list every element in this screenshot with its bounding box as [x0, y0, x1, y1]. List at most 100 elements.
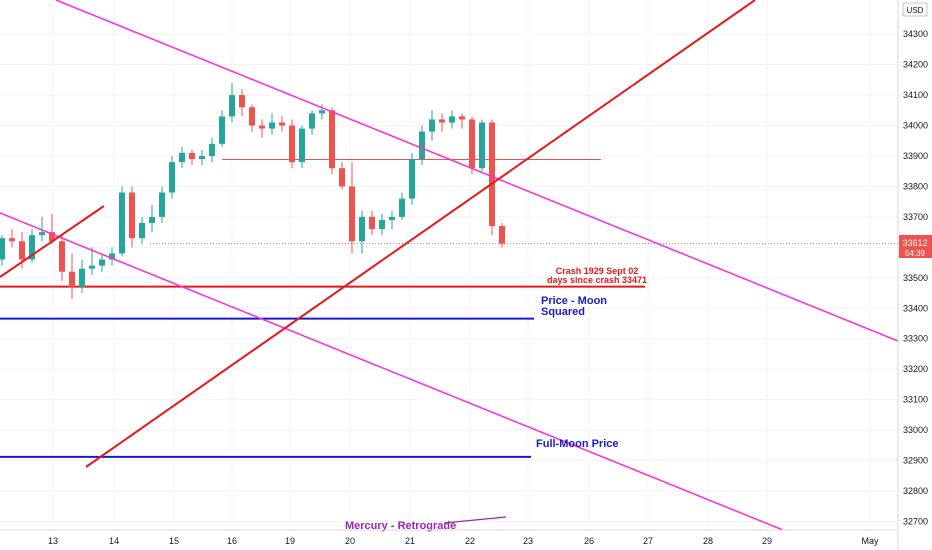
- time-tick-label: 16: [227, 536, 237, 546]
- price-tick-label: 33700: [903, 212, 928, 222]
- candle-body: [489, 122, 495, 227]
- price-axis-ticks: 3430034200341003400033900338003370033600…: [903, 29, 928, 526]
- full-moon-label: Full-Moon Price: [536, 438, 619, 450]
- candle-body: [459, 116, 465, 120]
- candle-body: [219, 116, 225, 144]
- crash-annotation-line1: Crash 1929 Sept 02: [556, 266, 639, 276]
- lower-channel-line: [0, 212, 784, 531]
- price-tick-label: 33400: [903, 303, 928, 313]
- candle-body: [169, 162, 175, 193]
- price-axis-panel[interactable]: [898, 0, 932, 550]
- time-tick-label: 13: [48, 536, 58, 546]
- price-tick-label: 32700: [903, 516, 928, 526]
- price-tick-label: 34100: [903, 90, 928, 100]
- upper-channel-line: [55, 0, 899, 342]
- mercury-label: Mercury - Retrograde: [345, 520, 456, 532]
- time-tick-label: May: [861, 536, 879, 546]
- candle-body: [389, 216, 395, 220]
- candle-body: [0, 238, 5, 260]
- time-tick-label: 26: [584, 536, 594, 546]
- price-tick-label: 32800: [903, 486, 928, 496]
- price-tick-label: 33100: [903, 395, 928, 405]
- candle-body: [249, 107, 255, 126]
- candle-body: [329, 110, 335, 169]
- chart-grid: [0, 0, 898, 530]
- time-axis-ticks[interactable]: 13 14 15 16 19 20 21 22 23 26 27 28 29 May: [48, 536, 879, 546]
- time-tick-label: 14: [109, 536, 119, 546]
- candle-body: [59, 241, 65, 272]
- candle-body: [29, 235, 35, 260]
- price-tick-label: 34300: [903, 29, 928, 39]
- time-tick-label: 19: [285, 536, 295, 546]
- candle-body: [199, 156, 205, 160]
- price-tick-label: 32900: [903, 456, 928, 466]
- bar-countdown: 54:39: [905, 249, 926, 258]
- price-tick-label: 34200: [903, 60, 928, 70]
- candle-body: [359, 216, 365, 242]
- candle-body: [339, 168, 345, 187]
- price-tick-label: 33900: [903, 151, 928, 161]
- time-tick-label: 15: [169, 536, 179, 546]
- candle-body: [369, 216, 375, 230]
- price-moon-label-line2: Squared: [541, 306, 585, 318]
- candle-body: [159, 192, 165, 217]
- mercury-line: [443, 516, 507, 524]
- candle-body: [269, 122, 275, 129]
- candle-body: [289, 125, 295, 163]
- time-tick-label: 22: [465, 536, 475, 546]
- candle-body: [129, 192, 135, 239]
- candle-body: [419, 131, 425, 160]
- candle-body: [309, 113, 315, 129]
- time-tick-label: 29: [762, 536, 772, 546]
- candle-body: [139, 222, 145, 239]
- candle-body: [499, 226, 505, 244]
- candle-body: [439, 119, 445, 123]
- candle-body: [449, 116, 455, 123]
- candle-body: [409, 159, 415, 199]
- price-moon-label-line1: Price - Moon: [541, 295, 607, 307]
- candle-body: [149, 216, 155, 223]
- time-tick-label: 28: [703, 536, 713, 546]
- time-tick-label: 20: [345, 536, 355, 546]
- candle-body: [399, 198, 405, 217]
- candle-body: [229, 95, 235, 117]
- candle-body: [119, 192, 125, 254]
- price-tick-label: 33300: [903, 334, 928, 344]
- candle-body: [79, 268, 85, 287]
- currency-label: USD: [907, 6, 924, 15]
- rising-trend-line: [85, 0, 756, 468]
- candle-body: [9, 238, 15, 242]
- horizontal-levels: [0, 159, 898, 458]
- candle-body: [19, 241, 25, 260]
- last-price-value: 33612: [902, 238, 927, 248]
- last-price-badge: [899, 235, 932, 258]
- candle-body: [69, 271, 75, 287]
- candle-body: [109, 253, 115, 260]
- candle-body: [349, 186, 355, 242]
- candles: [0, 82, 505, 300]
- short-rising-line: [0, 205, 105, 278]
- candle-body: [479, 122, 485, 169]
- crash-annotation-line2: days since crash 33471: [547, 275, 647, 285]
- candle-body: [189, 152, 195, 160]
- price-tick-label: 33800: [903, 181, 928, 191]
- candle-body: [259, 125, 265, 129]
- candle-body: [99, 259, 105, 266]
- candle-body: [209, 143, 215, 156]
- currency-badge[interactable]: [902, 2, 928, 17]
- candle-body: [319, 110, 325, 114]
- price-tick-label: 33000: [903, 425, 928, 435]
- candle-body: [299, 128, 305, 163]
- price-tick-label: 33200: [903, 364, 928, 374]
- price-tick-label: 34000: [903, 121, 928, 131]
- candle-body: [379, 219, 385, 230]
- price-tick-label: 33500: [903, 273, 928, 283]
- time-tick-label: 21: [405, 536, 415, 546]
- candle-body: [429, 119, 435, 132]
- candle-body: [179, 152, 185, 163]
- candle-body: [239, 95, 245, 108]
